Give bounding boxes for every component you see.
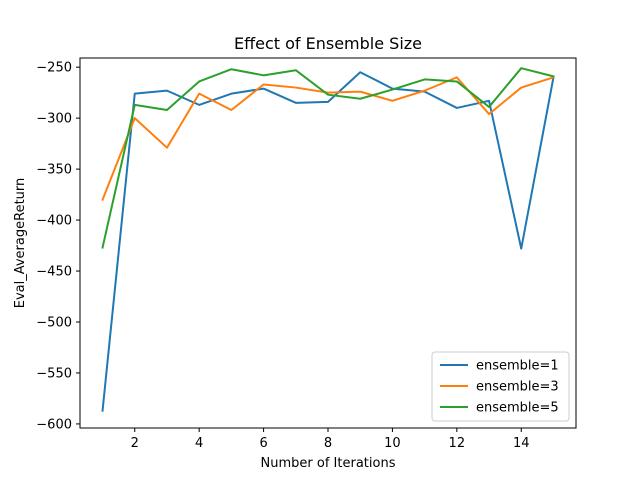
legend-box bbox=[431, 351, 570, 422]
y-tick-label: −350 bbox=[36, 163, 72, 178]
y-tick-label: −500 bbox=[36, 315, 72, 330]
x-tick-label: 6 bbox=[259, 436, 267, 451]
plot-series-group bbox=[101, 67, 555, 412]
y-tick-label: −550 bbox=[36, 366, 72, 381]
legend-label: ensemble=5 bbox=[476, 401, 559, 416]
legend-label: ensemble=3 bbox=[476, 380, 559, 395]
y-tick-label: −400 bbox=[36, 214, 72, 229]
y-axis-label: Eval_AverageReturn bbox=[13, 178, 28, 309]
y-axis-ticks: −250 −300 −350 −400 −450 −500 −550 −600 bbox=[36, 61, 80, 432]
series-line-ensemble-3 bbox=[101, 76, 555, 201]
y-tick-label: −250 bbox=[36, 61, 72, 76]
x-tick-label: 2 bbox=[131, 436, 139, 451]
chart-title: Effect of Ensemble Size bbox=[234, 34, 422, 53]
series-line-ensemble-5 bbox=[101, 67, 555, 249]
x-tick-label: 4 bbox=[195, 436, 203, 451]
x-tick-label: 12 bbox=[449, 436, 466, 451]
y-tick-label: −600 bbox=[36, 417, 72, 432]
x-tick-label: 10 bbox=[384, 436, 401, 451]
y-tick-label: −300 bbox=[36, 112, 72, 127]
legend: ensemble=1 ensemble=3 ensemble=5 bbox=[431, 351, 570, 422]
x-tick-label: 8 bbox=[324, 436, 332, 451]
x-axis-ticks: 2 4 6 8 10 12 14 bbox=[131, 428, 530, 451]
x-axis-label: Number of Iterations bbox=[261, 456, 396, 471]
y-tick-label: −450 bbox=[36, 265, 72, 280]
legend-label: ensemble=1 bbox=[476, 359, 559, 374]
x-tick-label: 14 bbox=[513, 436, 530, 451]
